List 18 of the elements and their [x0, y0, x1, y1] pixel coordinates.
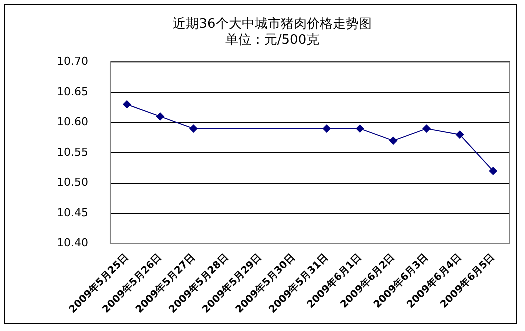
point — [389, 136, 398, 145]
point — [123, 100, 132, 109]
point — [489, 167, 498, 176]
y-tick-label: 10.40 — [56, 236, 88, 250]
y-tick-label: 10.70 — [56, 55, 88, 68]
y-tick-label: 10.50 — [56, 176, 88, 190]
point — [456, 130, 464, 139]
point — [356, 124, 364, 133]
chart-title: 近期36个大中城市猪肉价格走势图 — [173, 17, 372, 32]
chart-subtitle: 单位：元/500克 — [225, 32, 320, 48]
point — [322, 124, 331, 133]
y-tick-label: 10.60 — [56, 116, 88, 129]
y-tick-label: 10.45 — [56, 206, 88, 220]
point — [190, 124, 198, 133]
point — [156, 112, 164, 121]
y-tick-label: 10.65 — [56, 85, 88, 98]
y-tick-label: 10.55 — [56, 146, 88, 159]
point — [422, 124, 431, 133]
